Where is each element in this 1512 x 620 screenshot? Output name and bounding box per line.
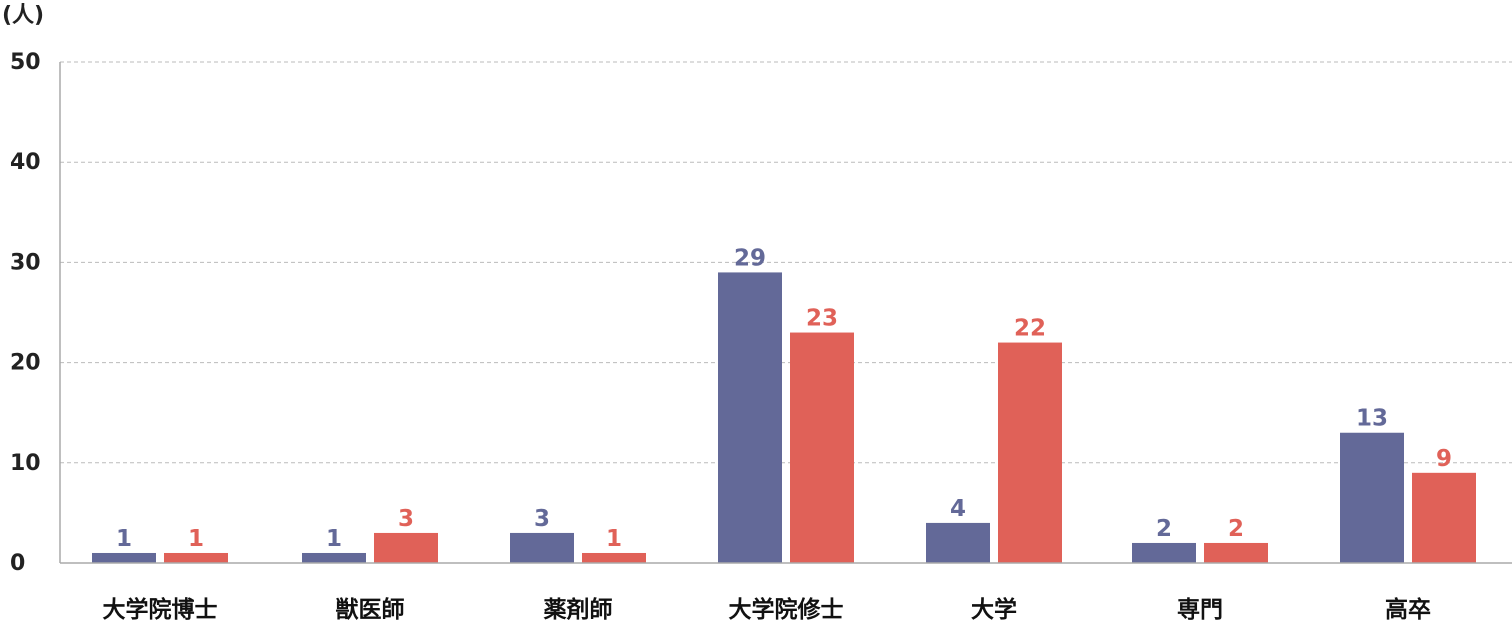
x-tick-label: 専門 <box>1177 597 1223 620</box>
bars <box>92 272 1476 563</box>
bar-series-1-0 <box>92 552 156 563</box>
value-label-series-2-3: 23 <box>806 306 838 332</box>
value-label-series-1-5: 2 <box>1156 516 1172 542</box>
bar-series-1-1 <box>302 552 366 563</box>
value-label-series-1-1: 1 <box>326 526 342 552</box>
x-tick-label: 大学院博士 <box>103 596 218 620</box>
value-label-series-1-6: 13 <box>1356 406 1388 432</box>
value-label-series-1-3: 29 <box>734 245 766 271</box>
bar-series-2-2 <box>582 552 646 563</box>
value-label-series-1-0: 1 <box>116 526 132 552</box>
x-tick-label: 薬剤師 <box>544 596 613 620</box>
value-label-series-2-5: 2 <box>1228 516 1244 542</box>
y-tick-label: 30 <box>10 250 41 275</box>
bar-series-1-3 <box>718 272 782 563</box>
y-axis-unit-label: (人) <box>2 3 44 28</box>
x-tick-label: 獣医師 <box>336 596 405 620</box>
x-tick-label: 高卒 <box>1385 596 1431 620</box>
value-label-series-2-6: 9 <box>1436 446 1452 472</box>
bar-series-1-6 <box>1340 432 1404 563</box>
y-tick-label: 10 <box>10 451 41 476</box>
bar-series-2-1 <box>374 532 438 563</box>
bar-series-1-5 <box>1132 542 1196 563</box>
value-label-series-2-2: 1 <box>606 526 622 552</box>
value-label-series-2-0: 1 <box>188 526 204 552</box>
value-label-series-2-1: 3 <box>398 506 414 532</box>
bar-series-2-6 <box>1412 472 1476 563</box>
x-axis-ticks: 大学院博士 獣医師 薬剤師 大学院修士 大学 専門 高卒 <box>103 596 1432 620</box>
value-label-series-2-4: 22 <box>1014 316 1046 342</box>
y-tick-label: 0 <box>10 551 25 576</box>
bar-series-2-3 <box>790 332 854 563</box>
y-tick-label: 20 <box>10 351 41 376</box>
y-tick-label: 50 <box>10 50 41 75</box>
x-tick-label: 大学院修士 <box>729 596 844 620</box>
x-tick-label: 大学 <box>971 596 1017 620</box>
bar-series-2-5 <box>1204 542 1268 563</box>
y-tick-label: 40 <box>10 150 41 175</box>
bar-series-1-4 <box>926 522 990 563</box>
value-label-series-1-4: 4 <box>950 496 966 522</box>
bar-series-2-4 <box>998 342 1062 563</box>
value-label-series-1-2: 3 <box>534 506 550 532</box>
y-axis-ticks: 0 10 20 30 40 50 <box>10 50 41 576</box>
bar-series-1-2 <box>510 532 574 563</box>
gridlines <box>60 61 1512 464</box>
bar-series-2-0 <box>164 552 228 563</box>
